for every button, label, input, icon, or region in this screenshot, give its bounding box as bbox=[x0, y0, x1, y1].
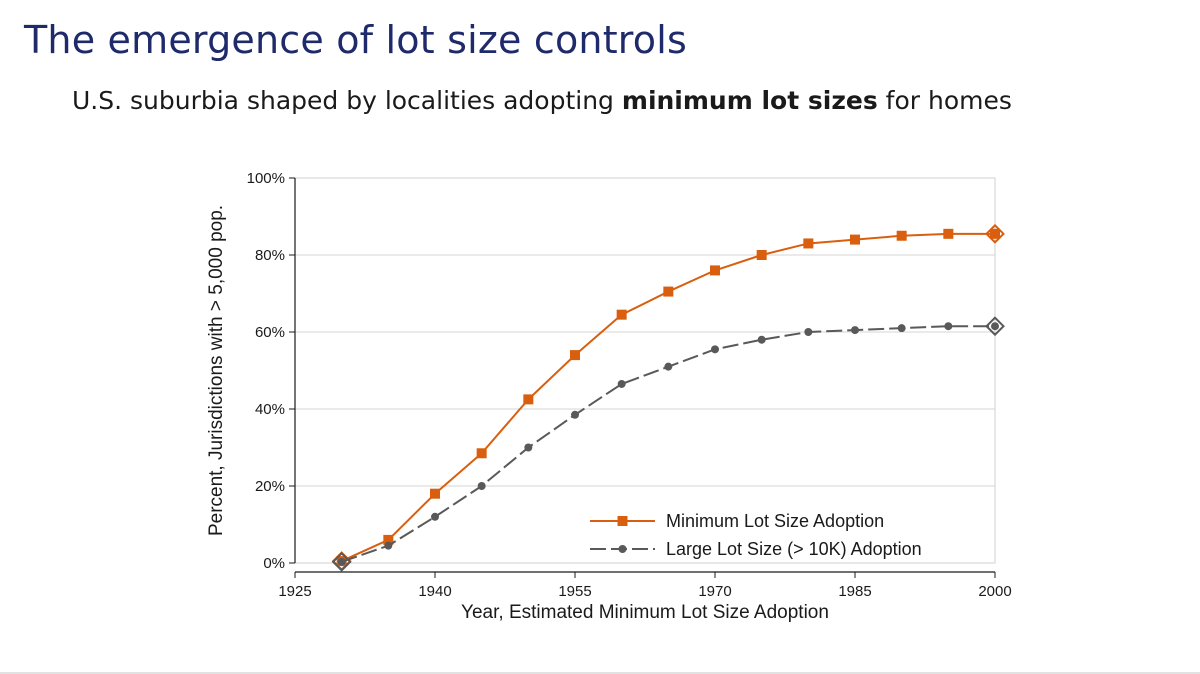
data-point bbox=[804, 328, 813, 336]
x-tick-label: 1940 bbox=[418, 583, 451, 600]
x-tick-label: 1925 bbox=[278, 583, 311, 600]
data-point bbox=[803, 238, 814, 249]
endpoint-diamond-marker bbox=[985, 316, 1005, 337]
y-tick-label: 40% bbox=[255, 401, 285, 418]
data-point bbox=[756, 250, 767, 260]
data-point bbox=[571, 410, 579, 419]
data-point bbox=[524, 443, 533, 452]
y-tick-label: 80% bbox=[255, 247, 285, 264]
data-point bbox=[851, 326, 859, 335]
data-point bbox=[430, 488, 440, 499]
y-tick-label: 0% bbox=[263, 555, 285, 572]
data-point bbox=[617, 516, 628, 526]
series-lines bbox=[331, 223, 1005, 572]
data-point bbox=[757, 335, 766, 344]
data-point bbox=[850, 234, 860, 245]
data-point bbox=[383, 534, 394, 545]
y-tick-label: 60% bbox=[255, 324, 285, 341]
data-point bbox=[944, 322, 953, 331]
data-point bbox=[710, 265, 720, 276]
x-tick-label: 1985 bbox=[838, 583, 871, 600]
legend-label-1: Minimum Lot Size Adoption bbox=[666, 511, 884, 531]
axes: 0% 20% 40% 60% 80% 100% 1925 1940 1955 1970 1985 20… bbox=[206, 170, 1012, 623]
data-point bbox=[664, 362, 673, 371]
subtitle-text-start: U.S. suburbia shaped by localities adopt… bbox=[72, 86, 622, 115]
data-point bbox=[663, 286, 674, 297]
x-tick-label: 1955 bbox=[558, 583, 591, 600]
data-point bbox=[897, 324, 906, 333]
data-point bbox=[523, 394, 534, 405]
slide-subtitle: U.S. suburbia shaped by localities adopt… bbox=[72, 86, 1012, 115]
x-tick-label: 1970 bbox=[698, 583, 731, 600]
data-point bbox=[618, 545, 627, 553]
data-point bbox=[384, 541, 393, 550]
y-axis-title: Percent, Jurisdictions with > 5,000 pop. bbox=[206, 205, 227, 536]
data-point bbox=[616, 309, 627, 320]
y-tick-label: 100% bbox=[247, 170, 285, 187]
y-tick-label: 20% bbox=[255, 478, 285, 495]
x-axis-title: Year, Estimated Minimum Lot Size Adoptio… bbox=[461, 602, 829, 623]
endpoint-diamond-marker bbox=[985, 223, 1005, 244]
legend: Minimum Lot Size Adoption Large Lot Size … bbox=[590, 511, 922, 559]
series-large-lot-size bbox=[331, 316, 1005, 572]
endpoint-diamond-marker bbox=[331, 551, 352, 572]
data-point bbox=[943, 228, 954, 239]
data-point bbox=[570, 350, 580, 361]
slide-title: The emergence of lot size controls bbox=[24, 18, 687, 62]
x-tick-label: 2000 bbox=[978, 583, 1011, 600]
data-point bbox=[991, 322, 999, 331]
slide-bottom-rule bbox=[0, 672, 1200, 674]
data-point bbox=[990, 228, 1000, 239]
legend-label-2: Large Lot Size (> 10K) Adoption bbox=[666, 539, 922, 559]
data-point bbox=[431, 512, 439, 521]
subtitle-text-end: for homes bbox=[877, 86, 1012, 115]
data-point bbox=[711, 345, 719, 354]
data-point bbox=[617, 379, 626, 388]
data-point bbox=[337, 557, 346, 566]
data-point bbox=[477, 482, 486, 490]
data-point bbox=[896, 230, 907, 241]
data-point bbox=[476, 448, 487, 459]
subtitle-text-bold: minimum lot sizes bbox=[621, 86, 878, 115]
series-minimum-lot-size bbox=[331, 223, 1005, 571]
